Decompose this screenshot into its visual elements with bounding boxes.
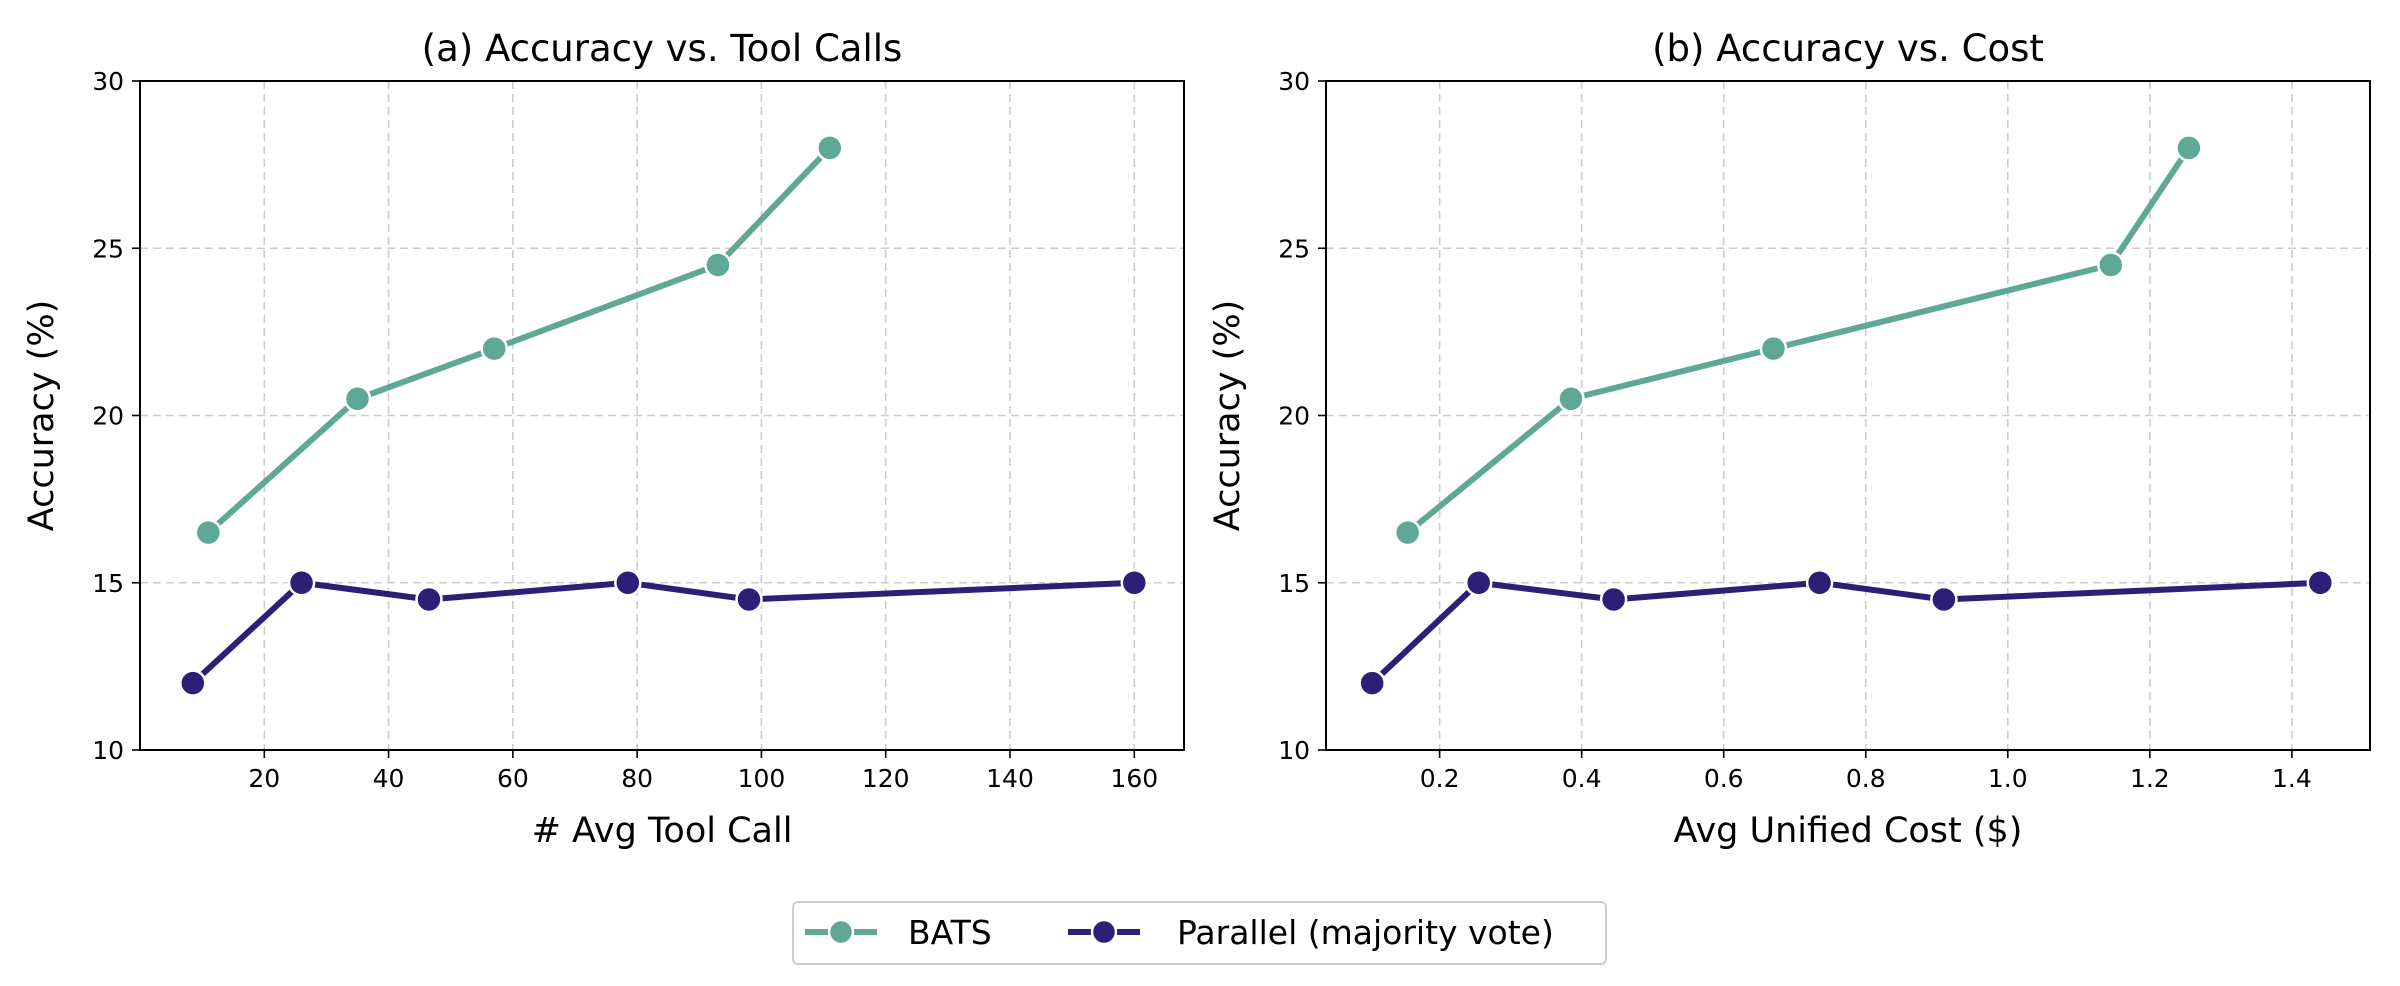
y-tick-label: 25 [1278,234,1310,263]
series-line-bats [1404,144,2192,536]
y-axis-label-a: Accuracy (%) [22,300,62,531]
y-tick-label: 10 [92,736,124,765]
data-point-bats [194,518,223,547]
data-point-parallel [1358,669,1386,697]
x-tick-label: 140 [986,764,1034,793]
data-point-parallel [287,569,316,597]
x-tick-label: 1.2 [2130,764,2170,793]
data-point-parallel [415,585,443,614]
data-point-parallel [1805,569,1834,597]
data-point-parallel [1599,585,1628,614]
x-tick-label: 60 [497,764,529,793]
panel-title-a: (a) Accuracy vs. Tool Calls [422,27,903,70]
data-point-bats [2097,251,2125,279]
data-point-parallel [614,569,642,597]
x-tick-label: 1.0 [1988,764,2028,793]
data-point-bats [480,334,508,363]
data-point-bats [1759,334,1788,363]
data-point-parallel [179,669,207,697]
x-tick-label: 0.2 [1420,764,1460,793]
x-tick-label: 120 [862,764,910,793]
x-tick-label: 100 [738,764,786,793]
x-axis-label-a: # Avg Tool Call [532,811,793,851]
y-tick-label: 10 [1278,736,1310,765]
series-line-parallel [1369,579,2324,687]
x-tick-label: 160 [1110,764,1158,793]
panel-b: 0.2 0.4 0.6 0.8 1.0 1.2 1.4 10 15 20 25 30 (b) Accur… [1208,27,2371,851]
series-line-bats [205,144,833,536]
x-tick-label: 1.4 [2272,764,2312,793]
legend: BATS Parallel (majority vote) [792,901,1607,965]
data-point-bats [704,251,732,279]
data-point-bats [816,134,844,162]
x-tick-label: 80 [621,764,653,793]
x-tick-label: 0.8 [1846,764,1886,793]
y-tick-label: 20 [1278,402,1310,431]
data-point-parallel [1464,569,1493,597]
y-tick-label: 30 [1278,67,1310,96]
x-tick-label: 0.4 [1562,764,1602,793]
legend-frame [792,901,1607,965]
data-point-bats [343,385,372,413]
panel-title-b: (b) Accuracy vs. Cost [1652,27,2044,70]
data-point-parallel [735,585,763,614]
x-axis-label-b: Avg Unified Cost ($) [1674,811,2023,851]
data-point-bats [1393,518,1422,547]
y-tick-label: 25 [92,234,124,263]
legend-label-bats: BATS [908,913,992,952]
data-point-parallel [1120,569,1149,597]
series-line-parallel [189,579,1138,687]
data-point-bats [2175,134,2203,162]
x-tick-label: 20 [248,764,280,793]
data-point-bats [1557,385,1585,413]
data-point-parallel [1930,585,1958,614]
y-tick-label: 30 [92,67,124,96]
y-axis-label-b: Accuracy (%) [1208,300,1248,531]
x-tick-label: 40 [373,764,405,793]
y-tick-label: 15 [1278,569,1310,598]
x-tick-label: 0.6 [1704,764,1744,793]
y-tick-label: 15 [92,569,124,598]
legend-label-parallel: Parallel (majority vote) [1177,913,1554,952]
panel-a: 20 40 60 80 100 120 140 160 10 15 20 25 30 (a) Accura… [22,27,1185,851]
legend-marker-bats [827,918,855,946]
legend-marker-parallel [1090,918,1118,946]
data-point-parallel [2306,569,2335,597]
y-tick-label: 20 [92,402,124,431]
